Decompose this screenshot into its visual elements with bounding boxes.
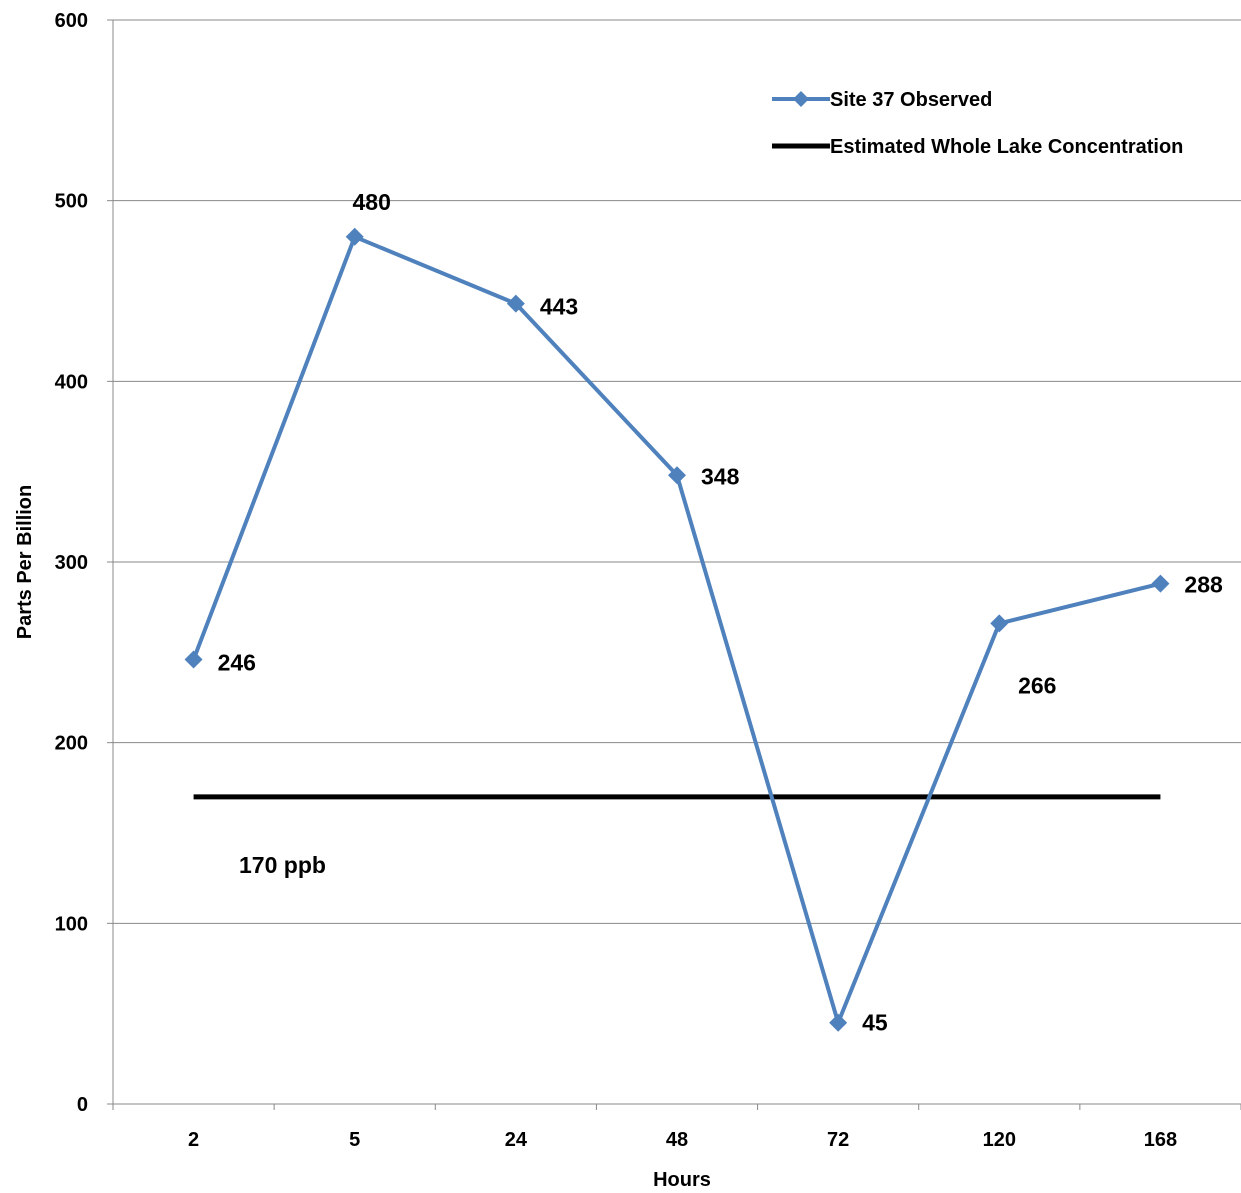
y-axis-ticks: 0 100 200 300 400 500 600 [55,10,113,1116]
y-tick-label: 0 [77,1094,88,1116]
data-label: 480 [353,189,391,215]
legend-label-whole-lake: Estimated Whole Lake Concentration [830,136,1183,158]
legend-marker-site-37 [793,91,809,107]
y-tick-label: 500 [55,191,88,213]
data-label: 443 [540,294,578,320]
legend: Site 37 Observed Estimated Whole Lake Co… [772,89,1183,158]
data-label: 45 [862,1010,888,1036]
data-point-marker [668,466,686,485]
x-axis-title: Hours [653,1169,711,1191]
series-line-site-37 [191,234,1161,1025]
y-tick-label: 300 [55,552,88,574]
x-tick-label: 24 [505,1129,528,1151]
data-point-marker [184,650,203,669]
data-point-marker [990,614,1009,633]
data-point-marker [829,1013,848,1032]
y-tick-label: 600 [55,10,88,32]
data-point-marker [506,294,525,313]
y-tick-label: 100 [55,913,88,935]
data-label: 288 [1184,572,1223,598]
data-label: 348 [701,463,740,489]
x-tick-label: 72 [827,1129,849,1151]
x-tick-label: 2 [188,1129,199,1151]
legend-item-whole-lake: Estimated Whole Lake Concentration [772,136,1183,158]
x-tick-label: 48 [666,1129,688,1151]
whole-lake-annotation: 170 ppb [239,852,326,878]
x-tick-label: 168 [1144,1129,1177,1151]
x-tick-label: 120 [983,1129,1016,1151]
data-label: 266 [1018,672,1056,698]
legend-label-site-37: Site 37 Observed [830,89,992,111]
y-axis-title: Parts Per Billion [14,485,36,640]
x-tick-label: 5 [349,1129,360,1151]
y-tick-label: 400 [55,371,88,393]
legend-item-site-37: Site 37 Observed [772,89,992,111]
x-axis-ticks: 2 5 24 48 72 120 168 [112,1104,1241,1151]
series-layer [184,227,1170,1032]
y-tick-label: 200 [55,733,88,755]
data-point-marker [1151,574,1170,593]
data-labels: 246 480 443 348 45 266 288 [218,189,1223,1036]
data-point-marker [345,227,364,246]
data-label: 246 [218,650,256,676]
